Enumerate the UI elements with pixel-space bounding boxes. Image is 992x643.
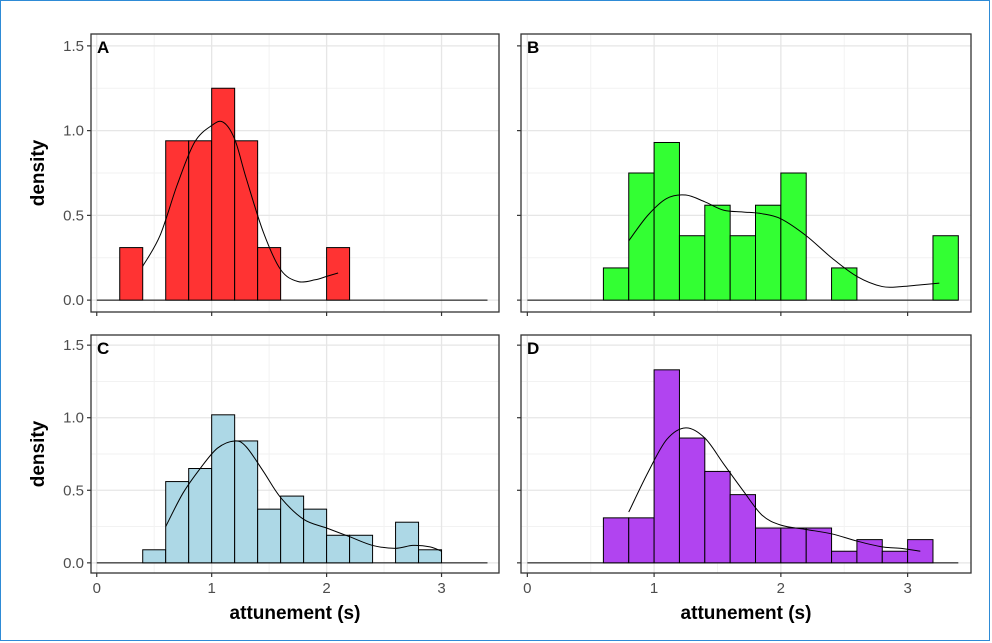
histogram-bar [119, 247, 144, 301]
histogram-bar [678, 437, 706, 564]
histogram-bar [602, 267, 630, 301]
histogram-bar [704, 204, 731, 301]
panel-label: D [527, 339, 539, 358]
histogram-bar [234, 140, 259, 301]
panel-c: C 0.0 0.5 1.0 1.5 0 1 2 3 density attunement (s) [28, 334, 500, 624]
x-tick-label: 0 [93, 580, 101, 597]
histogram-bar [755, 204, 782, 301]
histogram-bar [280, 495, 305, 564]
x-axis-title: attunement (s) [230, 603, 361, 624]
histogram-bar [805, 527, 833, 564]
density-curve [628, 427, 921, 552]
histogram-bar [326, 534, 351, 564]
y-axis-title: density [28, 420, 49, 487]
x-tick-label: 2 [777, 580, 785, 597]
x-tick-label: 2 [322, 580, 330, 597]
y-tick-label: 1.0 [63, 410, 84, 427]
histogram-bar [780, 172, 807, 301]
histogram-bar [349, 534, 374, 564]
histogram-bar [704, 470, 731, 564]
x-tick-label: 1 [208, 580, 216, 597]
histogram-bar [831, 267, 858, 301]
histogram-bar [211, 414, 236, 564]
x-tick-label: 1 [650, 580, 658, 597]
y-axis-title: density [28, 139, 49, 206]
y-tick-label: 1.5 [63, 38, 84, 55]
histogram-bar [418, 549, 443, 564]
panel-border [520, 33, 972, 313]
histogram-bar [234, 440, 259, 564]
histogram-bar [831, 550, 858, 564]
panel-d: D 0 1 2 3 attunement (s) [517, 334, 972, 624]
histogram-bar [653, 369, 680, 564]
histogram-bar [628, 172, 655, 301]
histogram-bar [755, 527, 782, 564]
histogram-bar [165, 481, 190, 564]
x-tick-label: 3 [437, 580, 445, 597]
histogram-bar [257, 247, 282, 301]
panel-label: C [97, 339, 109, 358]
histogram-bar [881, 550, 909, 564]
histogram-bar [602, 517, 630, 564]
y-tick-label: 0.0 [63, 555, 84, 572]
panel-b: B [517, 33, 972, 316]
histogram-bar [211, 87, 236, 301]
histogram-bar [780, 527, 807, 564]
x-tick-label: 3 [903, 580, 911, 597]
density-curve [165, 440, 442, 552]
histogram-bar [395, 521, 420, 564]
y-tick-label: 0.5 [63, 207, 84, 224]
histogram-bar [729, 235, 757, 301]
panel-label: A [97, 38, 109, 57]
histogram-bar [628, 517, 655, 564]
histogram-bar [326, 247, 351, 301]
histogram-bar [188, 468, 213, 564]
histogram-bar [729, 494, 757, 564]
histogram-bar [257, 508, 282, 564]
panel-border [520, 334, 972, 574]
panel-label: B [527, 38, 539, 57]
histogram-bar [165, 140, 190, 301]
histogram-bar [188, 140, 213, 301]
panel-a: A 0.0 0.5 1.0 1.5 density [28, 33, 500, 316]
density-curve [142, 120, 339, 283]
panel-border [90, 334, 500, 574]
histogram-bar [856, 539, 883, 564]
histogram-bar [932, 235, 959, 301]
y-tick-label: 1.0 [63, 123, 84, 140]
histogram-bar [653, 141, 680, 301]
y-tick-label: 1.5 [63, 337, 84, 354]
histogram-bar [678, 235, 706, 301]
x-axis-title: attunement (s) [681, 603, 812, 624]
density-curve [628, 194, 940, 288]
y-tick-label: 0.5 [63, 482, 84, 499]
panel-border [90, 33, 500, 313]
histogram-bar [142, 549, 167, 564]
x-tick-label: 0 [523, 580, 531, 597]
histogram-bar [303, 508, 328, 564]
y-tick-label: 0.0 [63, 292, 84, 309]
